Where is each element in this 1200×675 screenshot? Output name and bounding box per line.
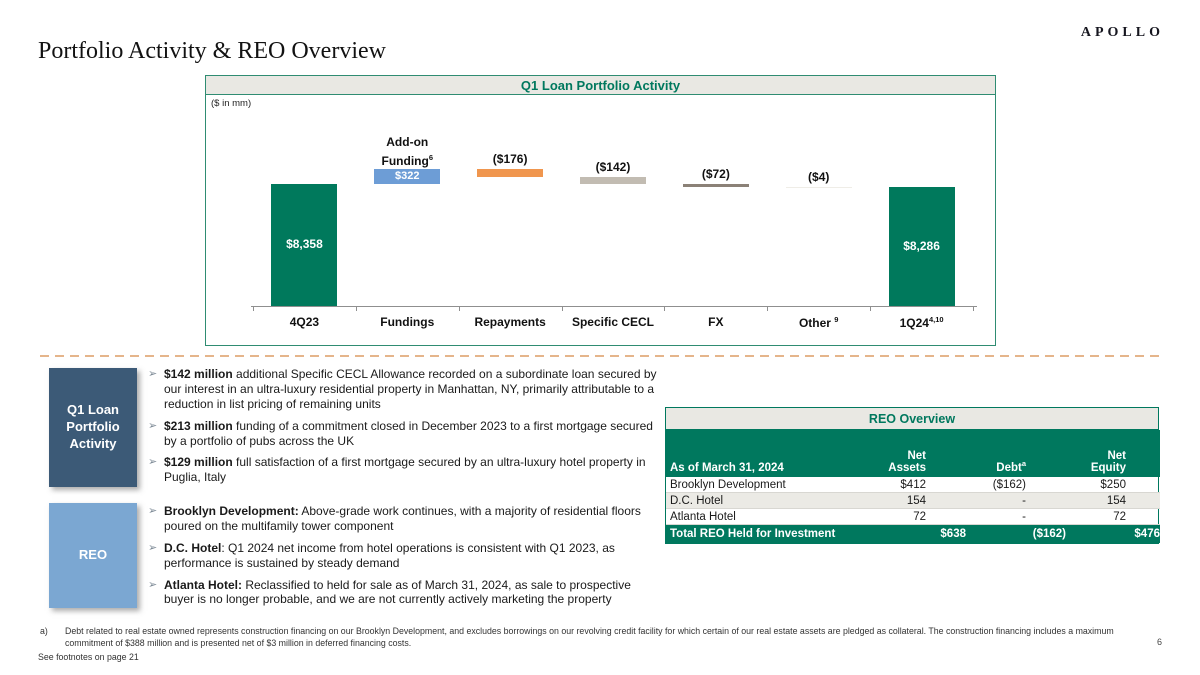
add-on-funding-annotation: Add-on Funding6: [381, 135, 434, 169]
table-row: Brooklyn Development $412 ($162) $250: [666, 477, 1160, 493]
bar-value-label: $322: [395, 169, 420, 182]
apollo-logo: APOLLO: [1080, 25, 1164, 40]
axis-category-label: 4Q23: [289, 315, 320, 329]
table-cell: D.C. Hotel: [666, 492, 881, 509]
table-cell: 154: [881, 492, 966, 509]
reo-bullets: ➢ Brooklyn Development: Above-grade work …: [148, 504, 658, 614]
axis-category-label: FX: [708, 315, 724, 329]
table-cell: -: [966, 492, 1066, 509]
axis-tick: [253, 307, 254, 311]
bullet-text: Brooklyn Development: Above-grade work c…: [164, 504, 641, 533]
reo-table-title: REO Overview: [666, 408, 1158, 430]
col-header-net-assets: Net Assets: [881, 430, 966, 477]
axis-tick: [767, 307, 769, 311]
loan-activity-bullets: ➢ $142 million additional Specific CECL A…: [148, 367, 658, 492]
dashed-divider: [40, 355, 1162, 357]
bullet-text: $213 million funding of a commitment clo…: [164, 418, 653, 448]
bar-value-label: $8,286: [903, 239, 940, 254]
loan-activity-label: Q1 Loan Portfolio Activity: [66, 402, 120, 451]
bullet-item: ➢ D.C. Hotel: Q1 2024 net income from hot…: [148, 541, 658, 571]
bullet-arrow-icon: ➢: [148, 505, 158, 517]
col-header-as-of: As of March 31, 2024: [666, 430, 881, 477]
table-cell: 154: [1066, 492, 1160, 509]
bullet-item: ➢ $129 million full satisfaction of a fir…: [148, 455, 658, 485]
x-axis-line: [251, 306, 977, 307]
table-cell: 72: [881, 508, 966, 525]
col-header-net-equity: Net Equity: [1066, 430, 1160, 477]
waterfall-bar-fx: [682, 183, 749, 188]
axis-category-label: Repayments: [474, 315, 546, 329]
axis-tick: [561, 307, 563, 311]
axis-tick: [972, 307, 974, 311]
bullet-arrow-icon: ➢: [148, 419, 158, 432]
table-cell: $412: [881, 477, 966, 493]
axis-tick: [355, 307, 357, 311]
table-cell: Atlanta Hotel: [666, 508, 881, 525]
waterfall-bar-specific-cecl: [579, 177, 646, 184]
bar-value-label: ($142): [595, 160, 631, 175]
bullet-item: ➢ $142 million additional Specific CECL A…: [148, 367, 658, 412]
chart-units-note: ($ in mm): [211, 98, 252, 109]
bullet-arrow-icon: ➢: [148, 368, 158, 380]
table-cell: -: [966, 508, 1066, 525]
bullet-item: ➢ Brooklyn Development: Above-grade work …: [148, 504, 658, 534]
waterfall-bar-fundings: [374, 169, 441, 184]
table-cell: Brooklyn Development: [666, 477, 881, 493]
bullet-item: ➢ Atlanta Hotel: Reclassified to held for…: [148, 578, 658, 608]
waterfall-plot: $8,358 4Q23 $322 Fundings ($176) Repayments ($…: [206, 76, 995, 345]
reo-table-body: Brooklyn Development $412 ($162) $250 D.C. H…: [666, 477, 1160, 525]
bar-value-label: $8,358: [286, 237, 323, 252]
axis-category-label: Other 9: [798, 315, 839, 330]
bullet-text: $142 million additional Specific CECL Al…: [164, 367, 657, 411]
bullet-arrow-icon: ➢: [148, 578, 158, 591]
bullet-arrow-icon: ➢: [148, 541, 158, 554]
axis-category-label: Fundings: [380, 315, 435, 329]
table-row: D.C. Hotel 154-154: [666, 492, 1160, 509]
waterfall-bar-1q24: [888, 187, 955, 306]
bar-value-label: ($72): [701, 166, 730, 181]
chart-title: Q1 Loan Portfolio Activity: [206, 76, 995, 95]
table-row: Atlanta Hotel 72-72: [666, 508, 1160, 525]
table-cell: $250: [1066, 477, 1160, 493]
table-cell: ($162): [966, 477, 1066, 493]
footnote-a: a) Debt related to real estate owned rep…: [40, 626, 1114, 648]
bar-value-label: ($176): [492, 152, 528, 167]
axis-tick: [664, 307, 666, 311]
axis-category-label: 1Q244,10: [899, 315, 944, 330]
bullet-text: Atlanta Hotel: Reclassified to held for …: [164, 577, 631, 607]
bullet-arrow-icon: ➢: [148, 456, 158, 469]
waterfall-bar-repayments: [477, 169, 544, 178]
col-header-debt: Debta: [966, 430, 1066, 477]
page-number: 6: [1156, 637, 1162, 647]
reo-overview-table: REO Overview As of March 31, 2024 Net Ass…: [665, 407, 1160, 544]
bullet-item: ➢ $213 million funding of a commitment cl…: [148, 419, 658, 449]
axis-category-label: Specific CECL: [571, 315, 654, 329]
table-cell: 72: [1066, 508, 1160, 525]
loan-activity-label-box: Q1 Loan Portfolio Activity: [49, 368, 137, 487]
table-total-row: Total REO Held for Investment $638 ($162…: [666, 524, 1160, 543]
reo-label: REO: [78, 547, 108, 563]
axis-tick: [870, 307, 872, 311]
reo-label-box: REO: [49, 503, 137, 608]
bar-value-label: ($4): [808, 170, 830, 185]
bullet-text: $129 million full satisfaction of a firs…: [164, 455, 646, 485]
waterfall-bar-other: [785, 187, 852, 189]
bullet-text: D.C. Hotel: Q1 2024 net income from hote…: [164, 540, 615, 570]
see-footnotes-note: See footnotes on page 21: [38, 652, 139, 662]
waterfall-bar-4q23: [271, 183, 338, 306]
loan-portfolio-activity-chart: Q1 Loan Portfolio Activity ($ in mm) $8,…: [205, 75, 996, 346]
table-header-row: As of March 31, 2024 Net Assets Debta Net…: [666, 430, 1160, 477]
axis-tick: [458, 307, 460, 311]
page-title: Portfolio Activity & REO Overview: [38, 38, 386, 64]
